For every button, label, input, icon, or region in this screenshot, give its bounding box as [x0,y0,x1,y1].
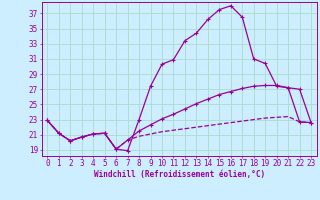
X-axis label: Windchill (Refroidissement éolien,°C): Windchill (Refroidissement éolien,°C) [94,170,265,179]
